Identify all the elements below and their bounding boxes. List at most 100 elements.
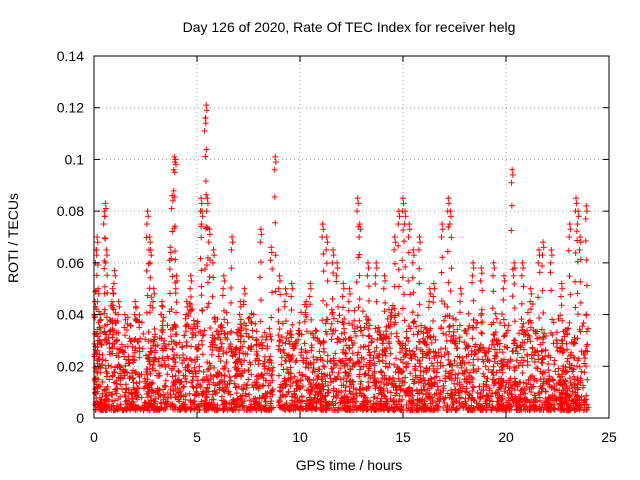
data-point — [277, 291, 284, 298]
dense-point — [340, 375, 347, 382]
dense-point — [551, 361, 558, 368]
dense-point — [500, 377, 507, 384]
data-point — [511, 318, 518, 325]
dense-point — [142, 336, 149, 343]
data-point — [115, 298, 122, 305]
data-point — [143, 267, 150, 274]
data-point — [319, 221, 326, 228]
dense-point — [363, 320, 370, 327]
data-point — [145, 260, 152, 267]
data-point — [146, 234, 153, 240]
data-point — [102, 200, 109, 207]
dense-point — [239, 403, 246, 410]
dense-point — [140, 330, 147, 337]
dense-point — [292, 359, 299, 366]
data-point — [209, 293, 216, 300]
dense-point — [324, 352, 331, 359]
dense-point — [225, 368, 232, 375]
dense-point — [115, 374, 122, 381]
dense-point — [218, 340, 225, 347]
dense-point — [96, 317, 103, 324]
data-point — [167, 249, 174, 256]
data-point — [93, 272, 100, 279]
dense-point — [540, 378, 547, 385]
data-point — [103, 246, 110, 253]
data-point — [401, 291, 408, 298]
data-point — [94, 234, 101, 240]
data-point — [257, 239, 264, 246]
data-point — [381, 272, 388, 279]
data-point — [573, 200, 580, 207]
dense-point — [214, 328, 221, 335]
dense-point — [441, 351, 448, 358]
data-point — [457, 298, 464, 305]
data-point — [188, 307, 195, 314]
dense-point — [368, 339, 375, 346]
data-point — [572, 304, 579, 311]
dense-point — [530, 383, 537, 390]
dense-point — [515, 330, 522, 337]
dense-point — [161, 382, 168, 389]
dense-point — [115, 396, 122, 403]
data-point — [539, 287, 546, 294]
data-point — [539, 252, 546, 259]
dense-point — [296, 319, 303, 326]
data-point — [204, 279, 211, 286]
data-point — [345, 298, 352, 305]
dense-point — [334, 407, 341, 414]
data-point — [271, 166, 278, 173]
data-point — [510, 272, 517, 279]
x-tick-label: 0 — [90, 429, 98, 445]
dense-point — [223, 349, 230, 356]
data-point — [400, 200, 407, 207]
data-point — [111, 267, 118, 274]
data-point — [490, 272, 497, 279]
data-point — [323, 234, 330, 240]
dense-point — [501, 388, 508, 395]
dense-point — [375, 354, 382, 361]
dense-point — [571, 340, 578, 347]
dense-point — [260, 382, 267, 389]
data-point — [103, 314, 110, 321]
dense-point — [201, 327, 208, 334]
data-point — [430, 280, 437, 287]
data-point — [206, 231, 213, 238]
data-point — [228, 265, 235, 272]
dense-point — [408, 355, 415, 362]
data-point — [444, 248, 451, 255]
dense-point — [388, 306, 395, 313]
dense-point — [542, 346, 549, 353]
dense-point — [111, 397, 118, 404]
data-point — [272, 252, 279, 259]
data-point — [519, 259, 526, 266]
dense-point — [534, 365, 541, 372]
dense-point — [320, 363, 327, 370]
dense-point — [189, 383, 196, 390]
dense-point — [318, 401, 325, 408]
dense-point — [467, 369, 474, 376]
dense-point — [223, 359, 230, 366]
dense-point — [319, 392, 326, 399]
data-point — [307, 280, 314, 287]
data-point — [229, 234, 236, 240]
data-point — [339, 304, 346, 311]
dense-point — [301, 318, 308, 325]
data-point — [146, 309, 153, 316]
dense-point — [206, 381, 213, 388]
data-point — [241, 285, 248, 292]
dense-point — [583, 392, 590, 399]
dense-point — [330, 402, 337, 409]
dense-point — [474, 356, 481, 363]
dense-point — [303, 349, 310, 356]
dense-point — [453, 405, 460, 412]
data-point — [365, 283, 372, 290]
dense-point — [402, 374, 409, 381]
data-point — [147, 239, 154, 246]
dense-point — [389, 374, 396, 381]
dense-point — [199, 341, 206, 348]
data-point — [143, 309, 150, 316]
dense-point — [406, 347, 413, 354]
dense-point — [165, 362, 172, 369]
data-point — [535, 259, 542, 266]
dense-point — [264, 370, 271, 377]
